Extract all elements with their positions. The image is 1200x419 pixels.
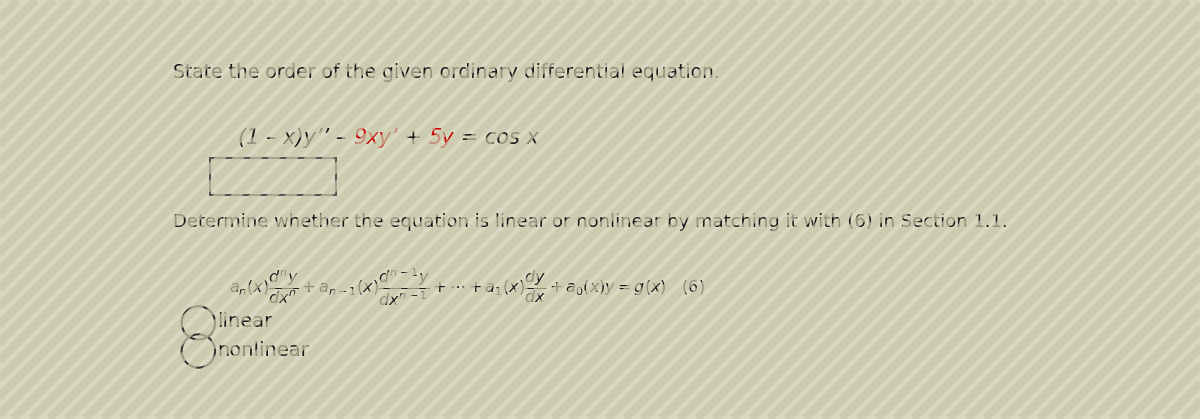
Text: nonlinear: nonlinear (217, 341, 308, 360)
FancyBboxPatch shape (210, 158, 336, 195)
Text: (1 – x)y’’ –: (1 – x)y’’ – (239, 128, 353, 148)
Text: = cos x: = cos x (455, 128, 539, 148)
Text: 5y: 5y (428, 128, 455, 148)
Text: $a_n(x)\dfrac{d^n y}{dx^n} + a_{n-1}(x)\dfrac{d^{n-1}y}{dx^{n-1}} + \cdots + a_1: $a_n(x)\dfrac{d^n y}{dx^n} + a_{n-1}(x)\… (229, 266, 706, 308)
Text: +: + (398, 128, 428, 148)
Text: State the order of the given ordinary differential equation.: State the order of the given ordinary di… (173, 63, 720, 82)
Text: linear: linear (217, 313, 272, 331)
Text: Determine whether the equation is linear or nonlinear by matching it with (6) in: Determine whether the equation is linear… (173, 213, 1008, 231)
Text: 9xy’: 9xy’ (353, 128, 398, 148)
